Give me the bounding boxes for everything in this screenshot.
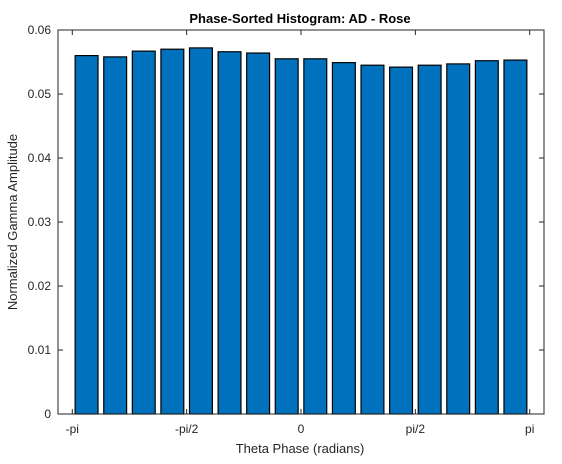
histogram-bar [160, 48, 185, 415]
y-tick-label: 0.03 [28, 215, 52, 229]
x-tick-label: pi/2 [406, 422, 426, 436]
x-axis-ticks: -pi -pi/2 0 pi/2 pi [66, 30, 534, 436]
x-tick-label: 0 [298, 422, 305, 436]
histogram-bar [188, 47, 213, 415]
x-axis-label: Theta Phase (radians) [236, 441, 365, 456]
histogram-bar [103, 56, 128, 415]
y-tick-label: 0.05 [28, 87, 52, 101]
y-tick-label: 0.02 [28, 279, 52, 293]
x-tick-label: -pi [66, 422, 79, 436]
x-tick-label: -pi/2 [175, 422, 199, 436]
y-tick-label: 0.01 [28, 343, 52, 357]
histogram-bar [246, 52, 271, 415]
histogram-bar [217, 51, 242, 415]
histogram-bar [417, 64, 442, 415]
histogram-bar [446, 63, 471, 415]
y-tick-label: 0.04 [28, 151, 52, 165]
y-tick-label: 0 [44, 407, 51, 421]
y-axis-ticks: 0 0.01 0.02 0.03 0.04 0.05 0.06 [28, 23, 544, 421]
plot-area-box [57, 29, 545, 415]
histogram-bar [331, 62, 356, 415]
y-tick-label: 0.06 [28, 23, 52, 37]
histogram-bar [131, 50, 156, 415]
bar-group [74, 47, 528, 415]
histogram-bar [360, 64, 385, 415]
x-tick-label: pi [525, 422, 534, 436]
y-axis-label: Normalized Gamma Amplitude [5, 134, 20, 310]
chart-title: Phase-Sorted Histogram: AD - Rose [189, 11, 410, 26]
histogram-bar [303, 58, 328, 415]
histogram-bar [474, 60, 499, 415]
histogram-bar [389, 66, 414, 415]
histogram-bar [503, 59, 528, 415]
histogram-bar [274, 58, 299, 415]
histogram-bar [74, 54, 99, 415]
